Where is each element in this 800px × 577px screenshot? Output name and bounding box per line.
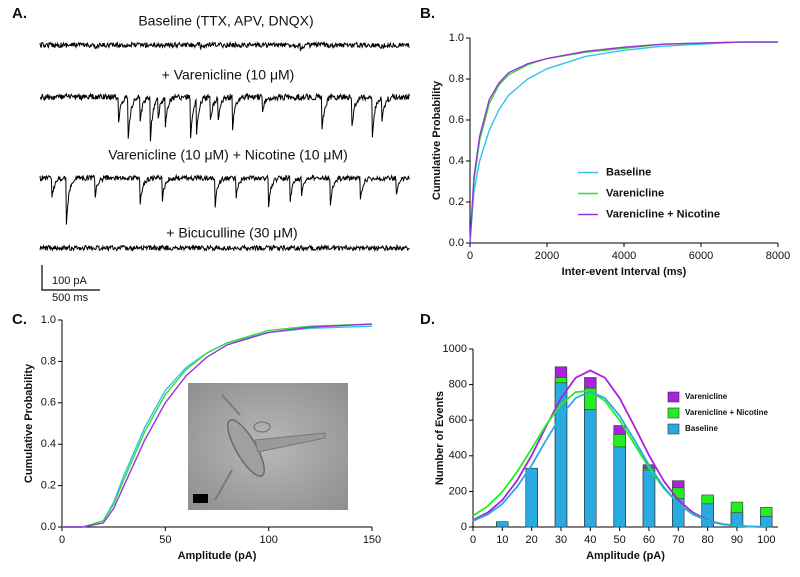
trace-label: Varenicline (10 μM) + Nicotine (10 μM)	[108, 147, 348, 163]
panel-label: C.	[12, 311, 27, 328]
x-tick-label: 50	[614, 534, 626, 546]
y-tick-label: 600	[449, 414, 467, 426]
y-tick-label: 200	[449, 485, 467, 497]
x-tick-label: 60	[643, 534, 655, 546]
bar	[672, 498, 685, 528]
x-tick-label: 8000	[766, 250, 790, 262]
x-tick-label: 2000	[535, 250, 559, 262]
bar	[554, 382, 568, 528]
bar	[525, 467, 538, 528]
line	[469, 41, 778, 244]
bar	[584, 409, 597, 528]
y-tick-label: 0.4	[41, 438, 56, 450]
legend-label: Baseline	[685, 424, 718, 433]
x-tick-label: 80	[701, 534, 713, 546]
line	[62, 323, 373, 528]
line	[62, 323, 373, 528]
x-tick-label: 100	[259, 534, 277, 546]
x-tick-label: 0	[59, 534, 65, 546]
line	[469, 41, 778, 244]
x-tick-label: 50	[159, 534, 171, 546]
x-tick-label: 150	[363, 534, 381, 546]
y-tick-label: 400	[449, 450, 467, 462]
y-tick-label: 0.6	[41, 397, 56, 409]
scale-bar-label: 100 pA	[52, 275, 88, 287]
x-tick-label: 40	[584, 534, 596, 546]
bar	[701, 503, 714, 528]
legend-label: Varenicline + Nicotine	[606, 208, 720, 220]
legend-swatch	[667, 391, 680, 403]
x-tick-label: 10	[496, 534, 508, 546]
trace	[39, 40, 410, 52]
trace-label: Baseline (TTX, APV, DNQX)	[138, 13, 313, 29]
y-tick-label: 0.0	[41, 521, 56, 533]
y-tick-label: 0.8	[449, 73, 464, 85]
y-tick-label: 0.6	[449, 114, 464, 126]
y-tick-label: 1000	[443, 343, 467, 355]
legend-label: Varenicline	[685, 392, 728, 401]
legend-label: Baseline	[606, 166, 651, 178]
x-axis-label: Inter-event Interval (ms)	[562, 266, 687, 278]
panel-label: A.	[12, 5, 27, 22]
y-axis-label: Cumulative Probability	[23, 363, 35, 483]
bar	[613, 446, 626, 528]
y-tick-label: 0.0	[449, 237, 464, 249]
bar	[760, 516, 773, 528]
scale-bar	[41, 265, 100, 291]
fit-curve	[472, 390, 767, 528]
y-tick-label: 0.4	[449, 155, 464, 167]
legend-label: Varenicline	[606, 187, 664, 199]
legend-swatch	[667, 407, 680, 419]
y-axis-label: Cumulative Probability	[431, 80, 443, 200]
y-tick-label: 0.2	[41, 480, 56, 492]
scale-bar-label: 500 ms	[52, 292, 89, 304]
y-tick-label: 800	[449, 379, 467, 391]
x-tick-label: 70	[672, 534, 684, 546]
bar	[730, 512, 744, 528]
x-axis-label: Amplitude (pA)	[586, 550, 665, 562]
legend-swatch	[667, 423, 680, 435]
y-tick-label: 1.0	[449, 32, 464, 44]
y-tick-label: 0.8	[41, 355, 56, 367]
panel-label: D.	[420, 311, 435, 328]
x-tick-label: 90	[731, 534, 743, 546]
inset-image	[188, 383, 348, 510]
trace	[39, 173, 410, 225]
bar	[642, 469, 656, 528]
trace	[39, 243, 410, 252]
panel-label: B.	[420, 5, 435, 22]
x-tick-label: 4000	[612, 250, 636, 262]
x-tick-label: 0	[467, 250, 473, 262]
x-tick-label: 0	[470, 534, 476, 546]
trace-label: + Bicuculline (30 μM)	[166, 225, 297, 241]
y-axis-label: Number of Events	[434, 391, 446, 485]
bar	[496, 521, 509, 528]
trace-label: + Varenicline (10 μM)	[162, 67, 295, 83]
x-tick-label: 100	[757, 534, 775, 546]
x-axis-label: Amplitude (pA)	[178, 550, 257, 562]
legend-label: Varenicline + Nicotine	[685, 408, 768, 417]
y-tick-label: 0.2	[449, 196, 464, 208]
x-tick-label: 6000	[689, 250, 713, 262]
x-tick-label: 30	[555, 534, 567, 546]
trace	[39, 92, 411, 142]
x-tick-label: 20	[526, 534, 538, 546]
y-tick-label: 1.0	[41, 314, 56, 326]
y-tick-label: 0	[461, 521, 467, 533]
